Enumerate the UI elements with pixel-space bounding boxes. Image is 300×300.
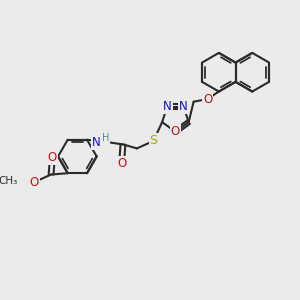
- Text: O: O: [203, 92, 212, 106]
- Text: N: N: [92, 136, 101, 149]
- Text: O: O: [30, 176, 39, 188]
- Text: O: O: [171, 125, 180, 138]
- Text: N: N: [179, 100, 188, 113]
- Text: O: O: [48, 151, 57, 164]
- Text: S: S: [149, 134, 158, 147]
- Text: CH₃: CH₃: [0, 176, 17, 186]
- Text: O: O: [117, 157, 126, 170]
- Text: N: N: [163, 100, 172, 113]
- Text: H: H: [102, 134, 109, 143]
